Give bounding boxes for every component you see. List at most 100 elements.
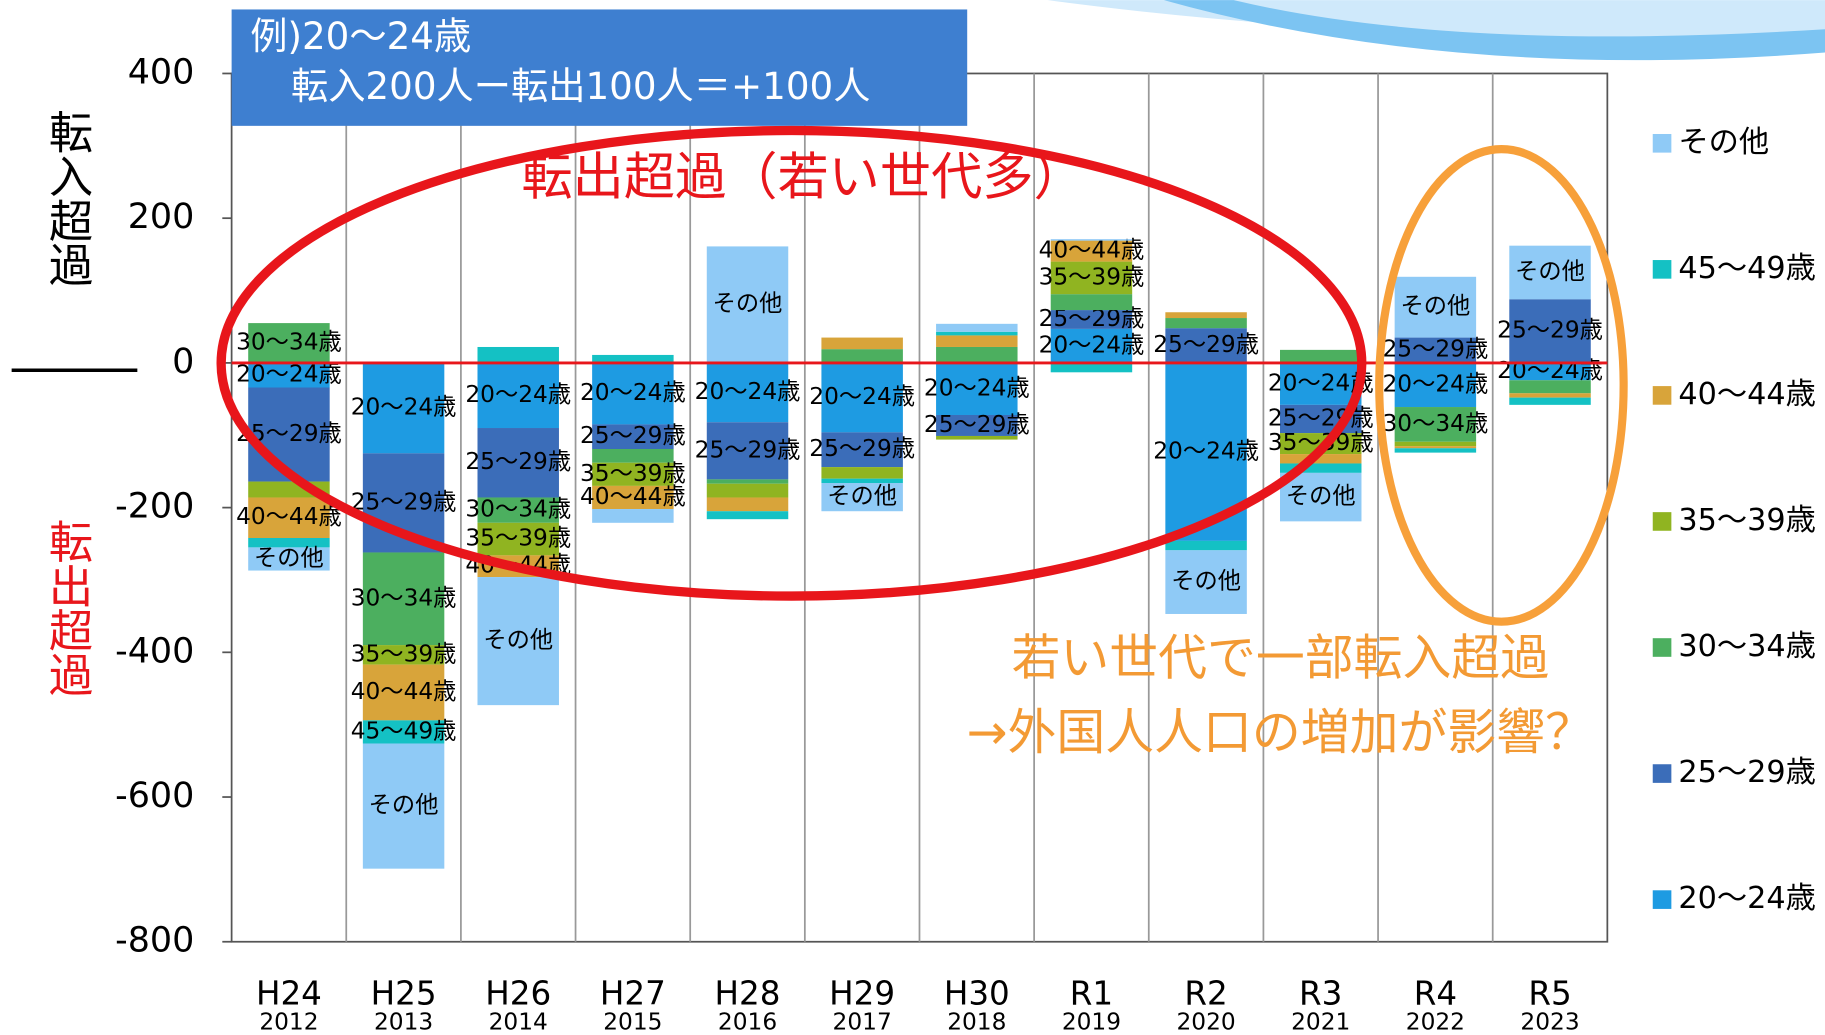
bar-segment	[1509, 245, 1591, 300]
bar-segment	[1280, 463, 1362, 473]
segment-label: 20～24歳	[695, 378, 801, 405]
segment-label: 25～29歳	[1153, 331, 1259, 358]
bar-segment	[936, 323, 1018, 332]
y-tick-label: -600	[115, 776, 194, 816]
bar-segment	[362, 362, 445, 454]
bar-segment	[592, 485, 674, 510]
bar-segment	[362, 743, 445, 869]
bar-segment	[248, 537, 330, 548]
bar-segment	[936, 414, 1018, 436]
bar-segment	[821, 349, 903, 363]
bar-segment	[248, 323, 330, 363]
bar-segment	[706, 362, 789, 423]
bar-segment	[362, 720, 445, 744]
bar-segment	[1394, 446, 1477, 449]
x-tick-label: H27	[600, 974, 666, 1012]
segment-label: 20～24歳	[580, 379, 686, 406]
bar-segment	[362, 645, 445, 665]
segment-label: 25～29歳	[580, 422, 686, 449]
segment-label: その他	[827, 483, 897, 510]
x-tick-label: R2	[1184, 974, 1227, 1012]
bar-segment	[1050, 294, 1133, 311]
segment-label: 25～29歳	[351, 488, 457, 515]
legend-label: 40～44歳	[1678, 377, 1815, 412]
segment-label: 40～44歳	[236, 503, 342, 530]
bar-segment	[1394, 362, 1477, 408]
bar-segment	[936, 435, 1018, 440]
y-tick-label: 400	[128, 52, 195, 92]
highlight-ellipse	[1375, 145, 1628, 626]
segment-label: 25～29歳	[465, 448, 571, 475]
legend-swatch	[1652, 764, 1672, 783]
segment-label: 40～44歳	[1039, 237, 1145, 264]
x-tick-label: R4	[1414, 974, 1457, 1012]
bar-segment	[936, 346, 1018, 363]
segment-label: 35～39歳	[580, 460, 686, 487]
x-tick-label: H28	[715, 974, 781, 1012]
bar-segment	[477, 428, 559, 498]
bar-segment	[1165, 550, 1247, 614]
example-text: 例)20～24歳	[250, 14, 471, 58]
bar-segment	[1280, 472, 1362, 522]
segment-label: 35～39歳	[465, 525, 571, 552]
segment-label: その他	[369, 792, 439, 819]
x-tick-year: 2017	[833, 1009, 892, 1035]
legend-label: 25～29歳	[1678, 755, 1815, 790]
bar-segment	[936, 362, 1018, 415]
bar-segment	[477, 497, 559, 523]
bar-segment	[592, 509, 674, 523]
bar-segment	[706, 511, 789, 520]
bar-segment	[248, 387, 330, 482]
segment-label: 30～34歳	[465, 496, 571, 523]
bar-segment	[592, 354, 674, 363]
y-tick-label: -800	[115, 921, 194, 961]
segment-label: 20～24歳	[924, 374, 1030, 401]
bar-segment	[1050, 310, 1133, 329]
highlight-ellipse	[216, 125, 1367, 601]
segment-label: 25～29歳	[695, 436, 801, 463]
legend-label: その他	[1678, 125, 1769, 160]
legend-label: 30～34歳	[1678, 629, 1815, 664]
segment-label: その他	[483, 627, 553, 654]
y-label-positive: 転入超過	[41, 110, 92, 287]
bar-segment	[821, 432, 903, 468]
bar-segment	[592, 462, 674, 486]
segment-label: 45～49歳	[351, 717, 457, 744]
segment-label: 20～24歳	[1383, 370, 1489, 397]
y-tick-label: 200	[128, 197, 195, 237]
bar-segment	[248, 497, 330, 538]
segment-label: 40～44歳	[351, 678, 457, 705]
legend-swatch	[1652, 638, 1672, 657]
segment-label: 30～34歳	[1383, 410, 1489, 437]
bar-segment	[362, 664, 445, 721]
y-tick-label: 0	[172, 342, 194, 382]
bar-segment	[706, 246, 789, 363]
bar-segment	[1280, 349, 1362, 363]
legend-swatch	[1652, 890, 1672, 909]
bar-segment	[1394, 448, 1477, 453]
bar-segment	[477, 346, 559, 363]
segment-label: 25～29歳	[809, 435, 915, 462]
bar-segment	[1509, 393, 1591, 398]
bar-segment	[1165, 328, 1247, 363]
segment-label: その他	[713, 290, 783, 317]
y-tick-label: -400	[115, 631, 194, 671]
x-tick-label: H26	[485, 974, 551, 1012]
bar-segment	[706, 483, 789, 498]
bar-segment	[477, 522, 559, 556]
x-tick-year: 2013	[374, 1009, 433, 1035]
x-tick-year: 2016	[718, 1009, 777, 1035]
x-tick-label: H24	[256, 974, 322, 1012]
segment-label: その他	[1286, 483, 1356, 510]
bar-segment	[706, 422, 789, 480]
bar-segment	[1050, 239, 1133, 241]
bar-segment	[592, 424, 674, 449]
annotation: 転出超過（若い世代多）	[521, 148, 1084, 208]
segment-label: 20～24歳	[351, 394, 457, 421]
x-tick-year: 2018	[947, 1009, 1006, 1035]
example-text: 転入200人ー転出100人＝+100人	[291, 64, 871, 108]
bar-segment	[592, 362, 674, 425]
segment-label: 30～34歳	[351, 584, 457, 611]
x-tick-year: 2021	[1291, 1009, 1350, 1035]
x-tick-year: 2023	[1520, 1009, 1579, 1035]
